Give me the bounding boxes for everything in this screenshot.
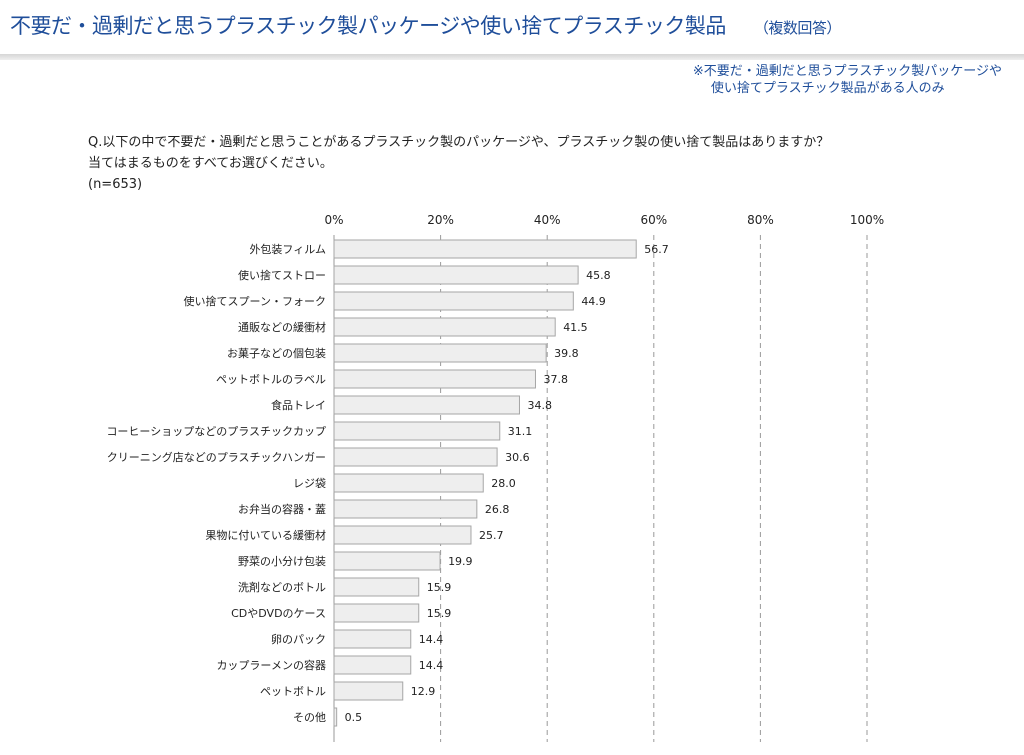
bar <box>333 447 498 467</box>
bar <box>333 369 536 389</box>
category-label: お弁当の容器・蓋 <box>238 502 326 516</box>
category-label: ペットボトル <box>260 685 326 698</box>
bar <box>333 291 574 311</box>
bar <box>333 525 472 545</box>
data-label: 37.8 <box>543 373 568 386</box>
bar-chart: 0% 20% 40% 60% 80% 100% 外包装フィルム 56.7 使い捨てストロー 45.… <box>0 205 1024 755</box>
data-label: 14.4 <box>419 633 444 646</box>
bar-chart-svg: 0% 20% 40% 60% 80% 100% 外包装フィルム 56.7 使い捨てストロー 45.… <box>106 213 884 742</box>
condition-note-line1: ※不要だ・過剰だと思うプラスチック製パッケージや <box>692 64 1002 79</box>
data-label: 31.1 <box>508 425 533 438</box>
question-block: Q.以下の中で不要だ・過剰だと思うことがあるプラスチック製のパッケージや、プラス… <box>88 132 829 195</box>
bar <box>333 707 338 727</box>
title-text: 不要だ・過剰だと思うプラスチック製パッケージや使い捨てプラスチック製品 <box>10 14 726 38</box>
category-label: 使い捨てスプーン・フォーク <box>184 294 326 308</box>
data-label: 30.6 <box>505 451 530 464</box>
question-line2: 当てはまるものをすべてお選びください。 <box>88 156 333 171</box>
category-label: その他 <box>293 711 326 724</box>
data-label: 15.9 <box>427 607 452 620</box>
category-label: 野菜の小分け包装 <box>238 555 326 568</box>
category-label: 卵のパック <box>271 633 326 646</box>
category-label: クリーニング店などのプラスチックハンガー <box>107 450 326 464</box>
data-label: 39.8 <box>554 347 579 360</box>
category-label: カップラーメンの容器 <box>216 658 326 672</box>
bar <box>333 603 420 623</box>
category-label: 通販などの緩衝材 <box>238 320 326 334</box>
bar <box>333 239 637 259</box>
x-tick-label: 80% <box>747 213 774 227</box>
data-label: 45.8 <box>586 269 611 282</box>
category-label: 外包装フィルム <box>249 243 326 256</box>
data-label: 12.9 <box>411 685 436 698</box>
condition-note-line2: 使い捨てプラスチック製品がある人のみ <box>710 81 945 96</box>
x-tick-label: 40% <box>534 213 561 227</box>
category-label: レジ袋 <box>293 476 326 490</box>
bar <box>333 317 556 337</box>
category-label: ペットボトルのラベル <box>216 373 326 386</box>
data-label: 0.5 <box>345 711 363 724</box>
data-label: 26.8 <box>485 503 510 516</box>
page-title: 不要だ・過剰だと思うプラスチック製パッケージや使い捨てプラスチック製品 （複数回答… <box>10 10 841 40</box>
bar <box>333 473 484 493</box>
sample-size: (n=653) <box>88 177 143 192</box>
condition-note: ※不要だ・過剰だと思うプラスチック製パッケージや 使い捨てプラスチック製品がある… <box>693 63 1002 97</box>
data-label: 28.0 <box>491 477 516 490</box>
bar <box>333 629 412 649</box>
title-divider <box>0 54 1024 60</box>
x-tick-label: 60% <box>640 213 667 227</box>
title-note: （複数回答） <box>753 19 842 37</box>
data-label: 14.4 <box>419 659 444 672</box>
category-label: 果物に付いている緩衝材 <box>205 528 326 542</box>
category-label: 使い捨てストロー <box>238 268 326 282</box>
bar <box>333 499 478 519</box>
bar <box>333 421 501 441</box>
x-tick-label: 100% <box>850 213 884 227</box>
x-tick-label: 20% <box>427 213 454 227</box>
bar <box>333 343 547 363</box>
category-label: 洗剤などのボトル <box>238 580 326 594</box>
bar <box>333 551 441 571</box>
data-label: 19.9 <box>448 555 473 568</box>
bar <box>333 681 404 701</box>
question-line1: Q.以下の中で不要だ・過剰だと思うことがあるプラスチック製のパッケージや、プラス… <box>88 135 830 150</box>
category-label: コーヒーショップなどのプラスチックカップ <box>106 425 326 438</box>
bar <box>333 577 420 597</box>
category-label: CDやDVDのケース <box>231 607 326 620</box>
data-label: 34.8 <box>527 399 552 412</box>
data-label: 41.5 <box>563 321 588 334</box>
category-label: お菓子などの個包装 <box>227 347 326 360</box>
category-label: 食品トレイ <box>271 398 326 412</box>
bar <box>333 395 520 415</box>
data-label: 15.9 <box>427 581 452 594</box>
x-tick-label: 0% <box>324 213 343 227</box>
bar <box>333 265 579 285</box>
data-label: 25.7 <box>479 529 504 542</box>
data-label: 44.9 <box>581 295 606 308</box>
bar <box>333 655 412 675</box>
data-label: 56.7 <box>644 243 669 256</box>
